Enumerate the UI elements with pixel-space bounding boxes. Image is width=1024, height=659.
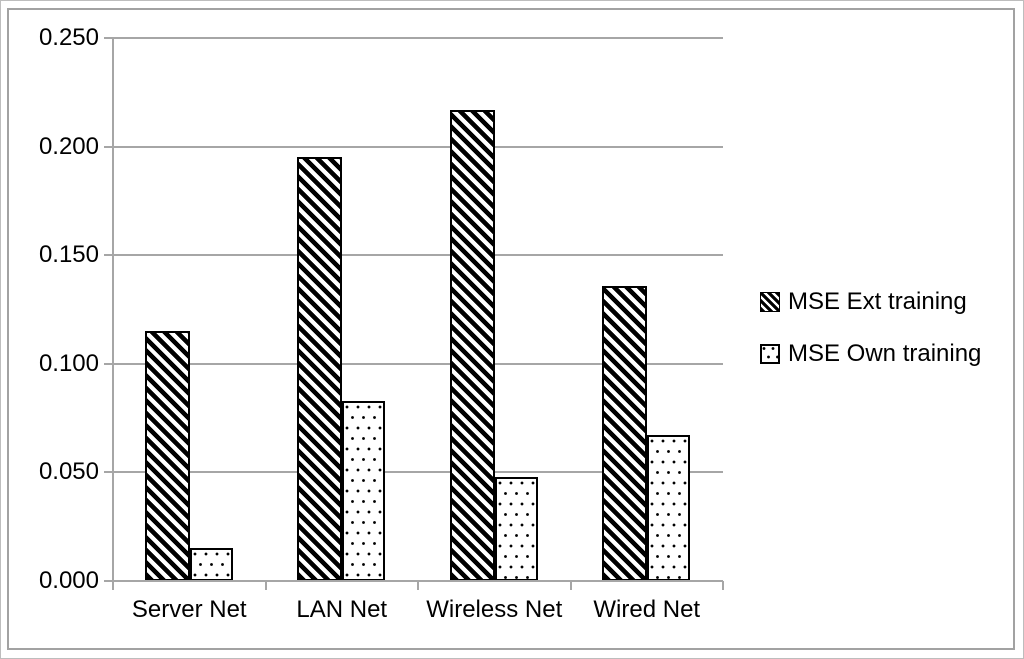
- x-axis-category-label: LAN Net: [296, 596, 388, 623]
- legend-swatch-dots-icon: [760, 344, 780, 364]
- legend: MSE Ext training MSE Own training: [760, 288, 982, 395]
- y-tick: [104, 146, 113, 148]
- y-tick: [104, 471, 113, 473]
- x-tick: [265, 581, 267, 590]
- x-tick: [112, 581, 114, 590]
- y-axis-tick-label: 0.250: [38, 24, 99, 51]
- legend-item: MSE Own training: [760, 340, 982, 367]
- bar-mse-own-training-server-net: [190, 548, 233, 581]
- y-axis-line: [112, 38, 114, 583]
- legend-label: MSE Own training: [788, 340, 982, 367]
- legend-swatch-diagonal-hatch-icon: [760, 292, 780, 312]
- x-tick: [417, 581, 419, 590]
- y-axis-tick-label: 0.000: [38, 567, 99, 594]
- bar-mse-ext-training-lan-net: [297, 157, 342, 581]
- gridline: [113, 471, 723, 473]
- gridline: [113, 37, 723, 39]
- x-tick: [722, 581, 724, 590]
- bar-mse-ext-training-wired-net: [602, 286, 647, 581]
- y-axis-tick-label: 0.050: [38, 458, 99, 485]
- bar-mse-own-training-wireless-net: [495, 477, 538, 581]
- x-axis-line: [104, 580, 723, 582]
- x-tick: [570, 581, 572, 590]
- y-axis-tick-label: 0.150: [38, 241, 99, 268]
- x-axis-category-label: Wireless Net: [426, 596, 563, 623]
- bar-mse-ext-training-server-net: [145, 331, 190, 581]
- gridline: [113, 363, 723, 365]
- gridline: [113, 146, 723, 148]
- y-axis-tick-label: 0.100: [38, 350, 99, 377]
- y-axis-tick-label: 0.200: [38, 133, 99, 160]
- y-tick: [104, 363, 113, 365]
- y-tick: [104, 254, 113, 256]
- bar-mse-own-training-lan-net: [342, 401, 385, 581]
- bar-mse-own-training-wired-net: [647, 435, 690, 581]
- legend-label: MSE Ext training: [788, 288, 967, 315]
- x-axis-category-label: Server Net: [131, 596, 247, 623]
- gridline: [113, 254, 723, 256]
- bar-mse-ext-training-wireless-net: [450, 110, 495, 581]
- y-tick: [104, 37, 113, 39]
- legend-item: MSE Ext training: [760, 288, 981, 315]
- x-axis-category-label: Wired Net: [593, 596, 701, 623]
